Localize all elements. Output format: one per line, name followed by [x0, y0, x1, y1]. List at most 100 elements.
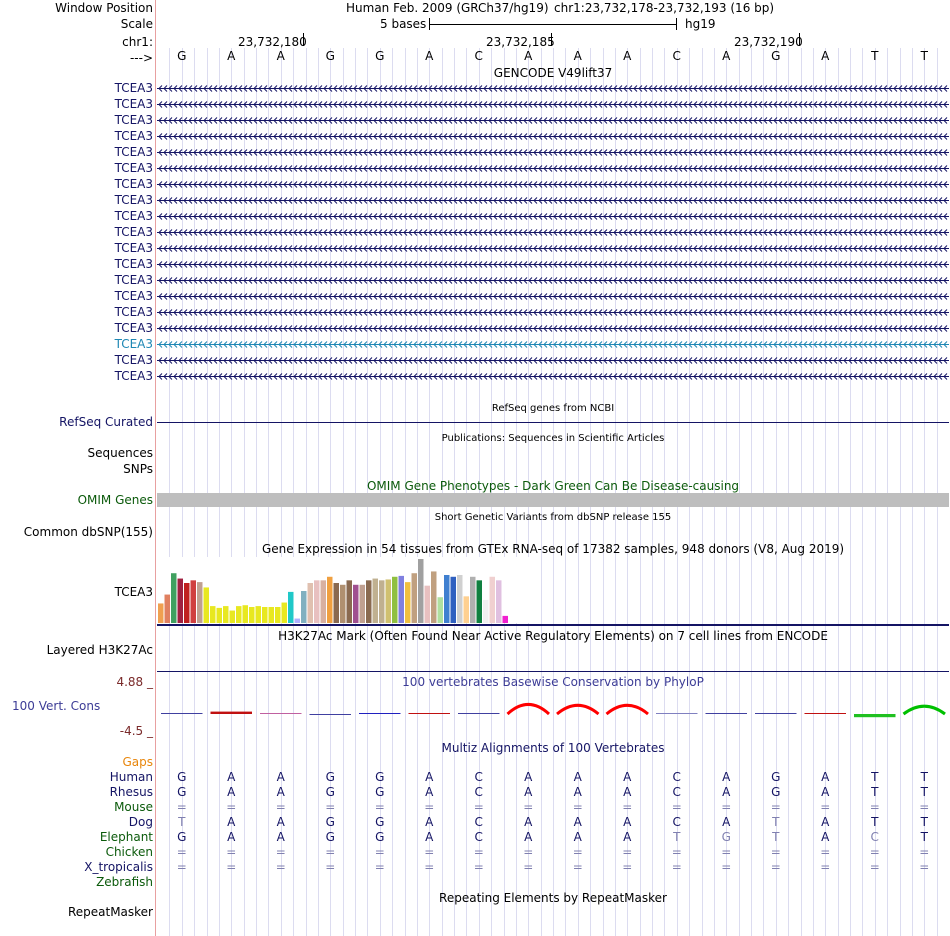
gencode-transcript-label[interactable]: TCEA3 [114, 97, 153, 111]
gencode-transcript-label[interactable]: TCEA3 [114, 225, 153, 239]
gtex-tissue-bar[interactable] [444, 575, 450, 623]
gtex-tissue-bar[interactable] [457, 575, 463, 623]
gencode-transcript[interactable] [157, 228, 949, 237]
repeatmasker-track-title[interactable]: Repeating Elements by RepeatMasker [439, 891, 667, 905]
gtex-tissue-bar[interactable] [418, 559, 424, 623]
gencode-transcript-label[interactable]: TCEA3 [114, 161, 153, 175]
gencode-transcript[interactable] [157, 100, 949, 109]
omim-feature-bar[interactable] [157, 493, 949, 507]
gtex-tissue-bar[interactable] [463, 596, 470, 623]
gtex-tissue-bar[interactable] [327, 576, 333, 623]
multiz-track-title[interactable]: Multiz Alignments of 100 Vertebrates [441, 741, 665, 755]
species-label[interactable]: Zebrafish [96, 875, 153, 889]
gencode-transcript-label[interactable]: TCEA3 [114, 321, 153, 335]
species-label[interactable]: Human [109, 770, 153, 784]
gtex-tissue-bar[interactable] [268, 607, 275, 623]
gencode-transcript-label[interactable]: TCEA3 [114, 305, 153, 319]
gtex-tissue-bar[interactable] [379, 580, 385, 623]
gtex-tissue-bar[interactable] [483, 599, 489, 623]
gtex-tissue-bar[interactable] [281, 602, 288, 623]
gtex-tissue-bar[interactable] [301, 591, 307, 623]
gtex-tissue-bar[interactable] [314, 580, 320, 623]
gtex-tissue-bar[interactable] [450, 576, 457, 623]
gtex-tissue-bar[interactable] [210, 606, 216, 623]
phylop-chart[interactable] [157, 690, 949, 730]
gtex-tissue-bar[interactable] [242, 605, 249, 623]
gencode-transcript[interactable] [157, 308, 949, 317]
gtex-tissue-bar[interactable] [223, 606, 229, 623]
species-label[interactable]: Chicken [105, 845, 153, 859]
gtex-tissue-bar[interactable] [502, 615, 509, 623]
species-label[interactable]: Dog [128, 815, 153, 829]
gtex-tissue-bar[interactable] [216, 607, 223, 623]
gencode-transcript[interactable] [157, 164, 949, 173]
gencode-transcript[interactable] [157, 196, 949, 205]
gaps-label[interactable]: Gaps [122, 755, 153, 769]
gencode-transcript[interactable] [157, 260, 949, 269]
omim-label[interactable]: OMIM Genes [77, 493, 153, 507]
gencode-track-title[interactable]: GENCODE V49lift37 [493, 66, 613, 80]
gencode-transcript-label[interactable]: TCEA3 [114, 177, 153, 191]
gtex-tissue-bar[interactable] [359, 584, 366, 623]
gtex-tissue-bar[interactable] [431, 571, 437, 623]
omim-track-title[interactable]: OMIM Gene Phenotypes - Dark Green Can Be… [366, 479, 740, 493]
gtex-tissue-bar[interactable] [158, 603, 164, 623]
gtex-tissue-bar[interactable] [476, 580, 483, 623]
gtex-tissue-bar[interactable] [307, 583, 314, 623]
gencode-transcript-label[interactable]: TCEA3 [114, 129, 153, 143]
gencode-transcript[interactable] [157, 148, 949, 157]
gencode-transcript[interactable] [157, 324, 949, 333]
position-readout[interactable]: chr1:23,732,178-23,732,193 (16 bp) [554, 1, 775, 15]
gtex-chart[interactable] [157, 557, 537, 623]
gencode-transcript-label[interactable]: TCEA3 [114, 145, 153, 159]
gtex-tissue-bar[interactable] [275, 607, 281, 623]
gtex-tissue-bar[interactable] [489, 576, 496, 623]
gtex-tissue-bar[interactable] [392, 576, 398, 623]
sequences-label[interactable]: Sequences [87, 446, 153, 460]
gtex-tissue-bar[interactable] [249, 607, 255, 623]
species-label[interactable]: Rhesus [109, 785, 153, 799]
gtex-tissue-bar[interactable] [470, 576, 476, 623]
gtex-tissue-bar[interactable] [190, 580, 197, 623]
gtex-tissue-bar[interactable] [405, 582, 411, 623]
gtex-tissue-bar[interactable] [184, 583, 190, 623]
gencode-transcript[interactable] [157, 180, 949, 189]
gencode-transcript[interactable] [157, 116, 949, 125]
gtex-tissue-bar[interactable] [411, 573, 418, 623]
gtex-tissue-bar[interactable] [294, 618, 301, 623]
gtex-tissue-bar[interactable] [333, 583, 340, 623]
gtex-tissue-bar[interactable] [496, 580, 502, 623]
gtex-tissue-bar[interactable] [262, 607, 268, 623]
gencode-transcript[interactable] [157, 212, 949, 221]
gencode-transcript[interactable] [157, 372, 949, 381]
pubs-track-title[interactable]: Publications: Sequences in Scientific Ar… [441, 433, 665, 444]
gencode-transcript[interactable] [157, 340, 949, 349]
gtex-tissue-bar[interactable] [288, 591, 294, 623]
gtex-tissue-bar[interactable] [203, 587, 210, 623]
gtex-tissue-bar[interactable] [177, 578, 184, 623]
gtex-tissue-bar[interactable] [171, 573, 177, 623]
gtex-tissue-bar[interactable] [372, 578, 379, 623]
dbsnp-track-title[interactable]: Short Genetic Variants from dbSNP releas… [434, 512, 672, 523]
gtex-tissue-bar[interactable] [164, 594, 171, 623]
gtex-tissue-bar[interactable] [437, 597, 444, 623]
gencode-transcript-label[interactable]: TCEA3 [114, 81, 153, 95]
gencode-transcript[interactable] [157, 84, 949, 93]
gencode-transcript-label[interactable]: TCEA3 [114, 113, 153, 127]
gtex-tissue-bar[interactable] [255, 606, 262, 623]
repeatmasker-label[interactable]: RepeatMasker [67, 905, 153, 919]
h3k27ac-track-title[interactable]: H3K27Ac Mark (Often Found Near Active Re… [278, 629, 828, 643]
gtex-tissue-bar[interactable] [385, 579, 392, 623]
species-label[interactable]: Elephant [99, 830, 153, 844]
h3k27ac-label[interactable]: Layered H3K27Ac [46, 643, 153, 657]
phylop-track-title[interactable]: 100 vertebrates Basewise Conservation by… [402, 675, 704, 689]
gencode-transcript[interactable] [157, 276, 949, 285]
gencode-transcript-label[interactable]: TCEA3 [114, 209, 153, 223]
gtex-tissue-bar[interactable] [353, 584, 359, 623]
gencode-transcript[interactable] [157, 132, 949, 141]
gtex-tissue-bar[interactable] [398, 575, 405, 623]
gencode-transcript[interactable] [157, 356, 949, 365]
gencode-transcript[interactable] [157, 292, 949, 301]
dbsnp-label[interactable]: Common dbSNP(155) [23, 525, 153, 539]
phylop-label[interactable]: 100 Vert. Cons [12, 699, 101, 713]
